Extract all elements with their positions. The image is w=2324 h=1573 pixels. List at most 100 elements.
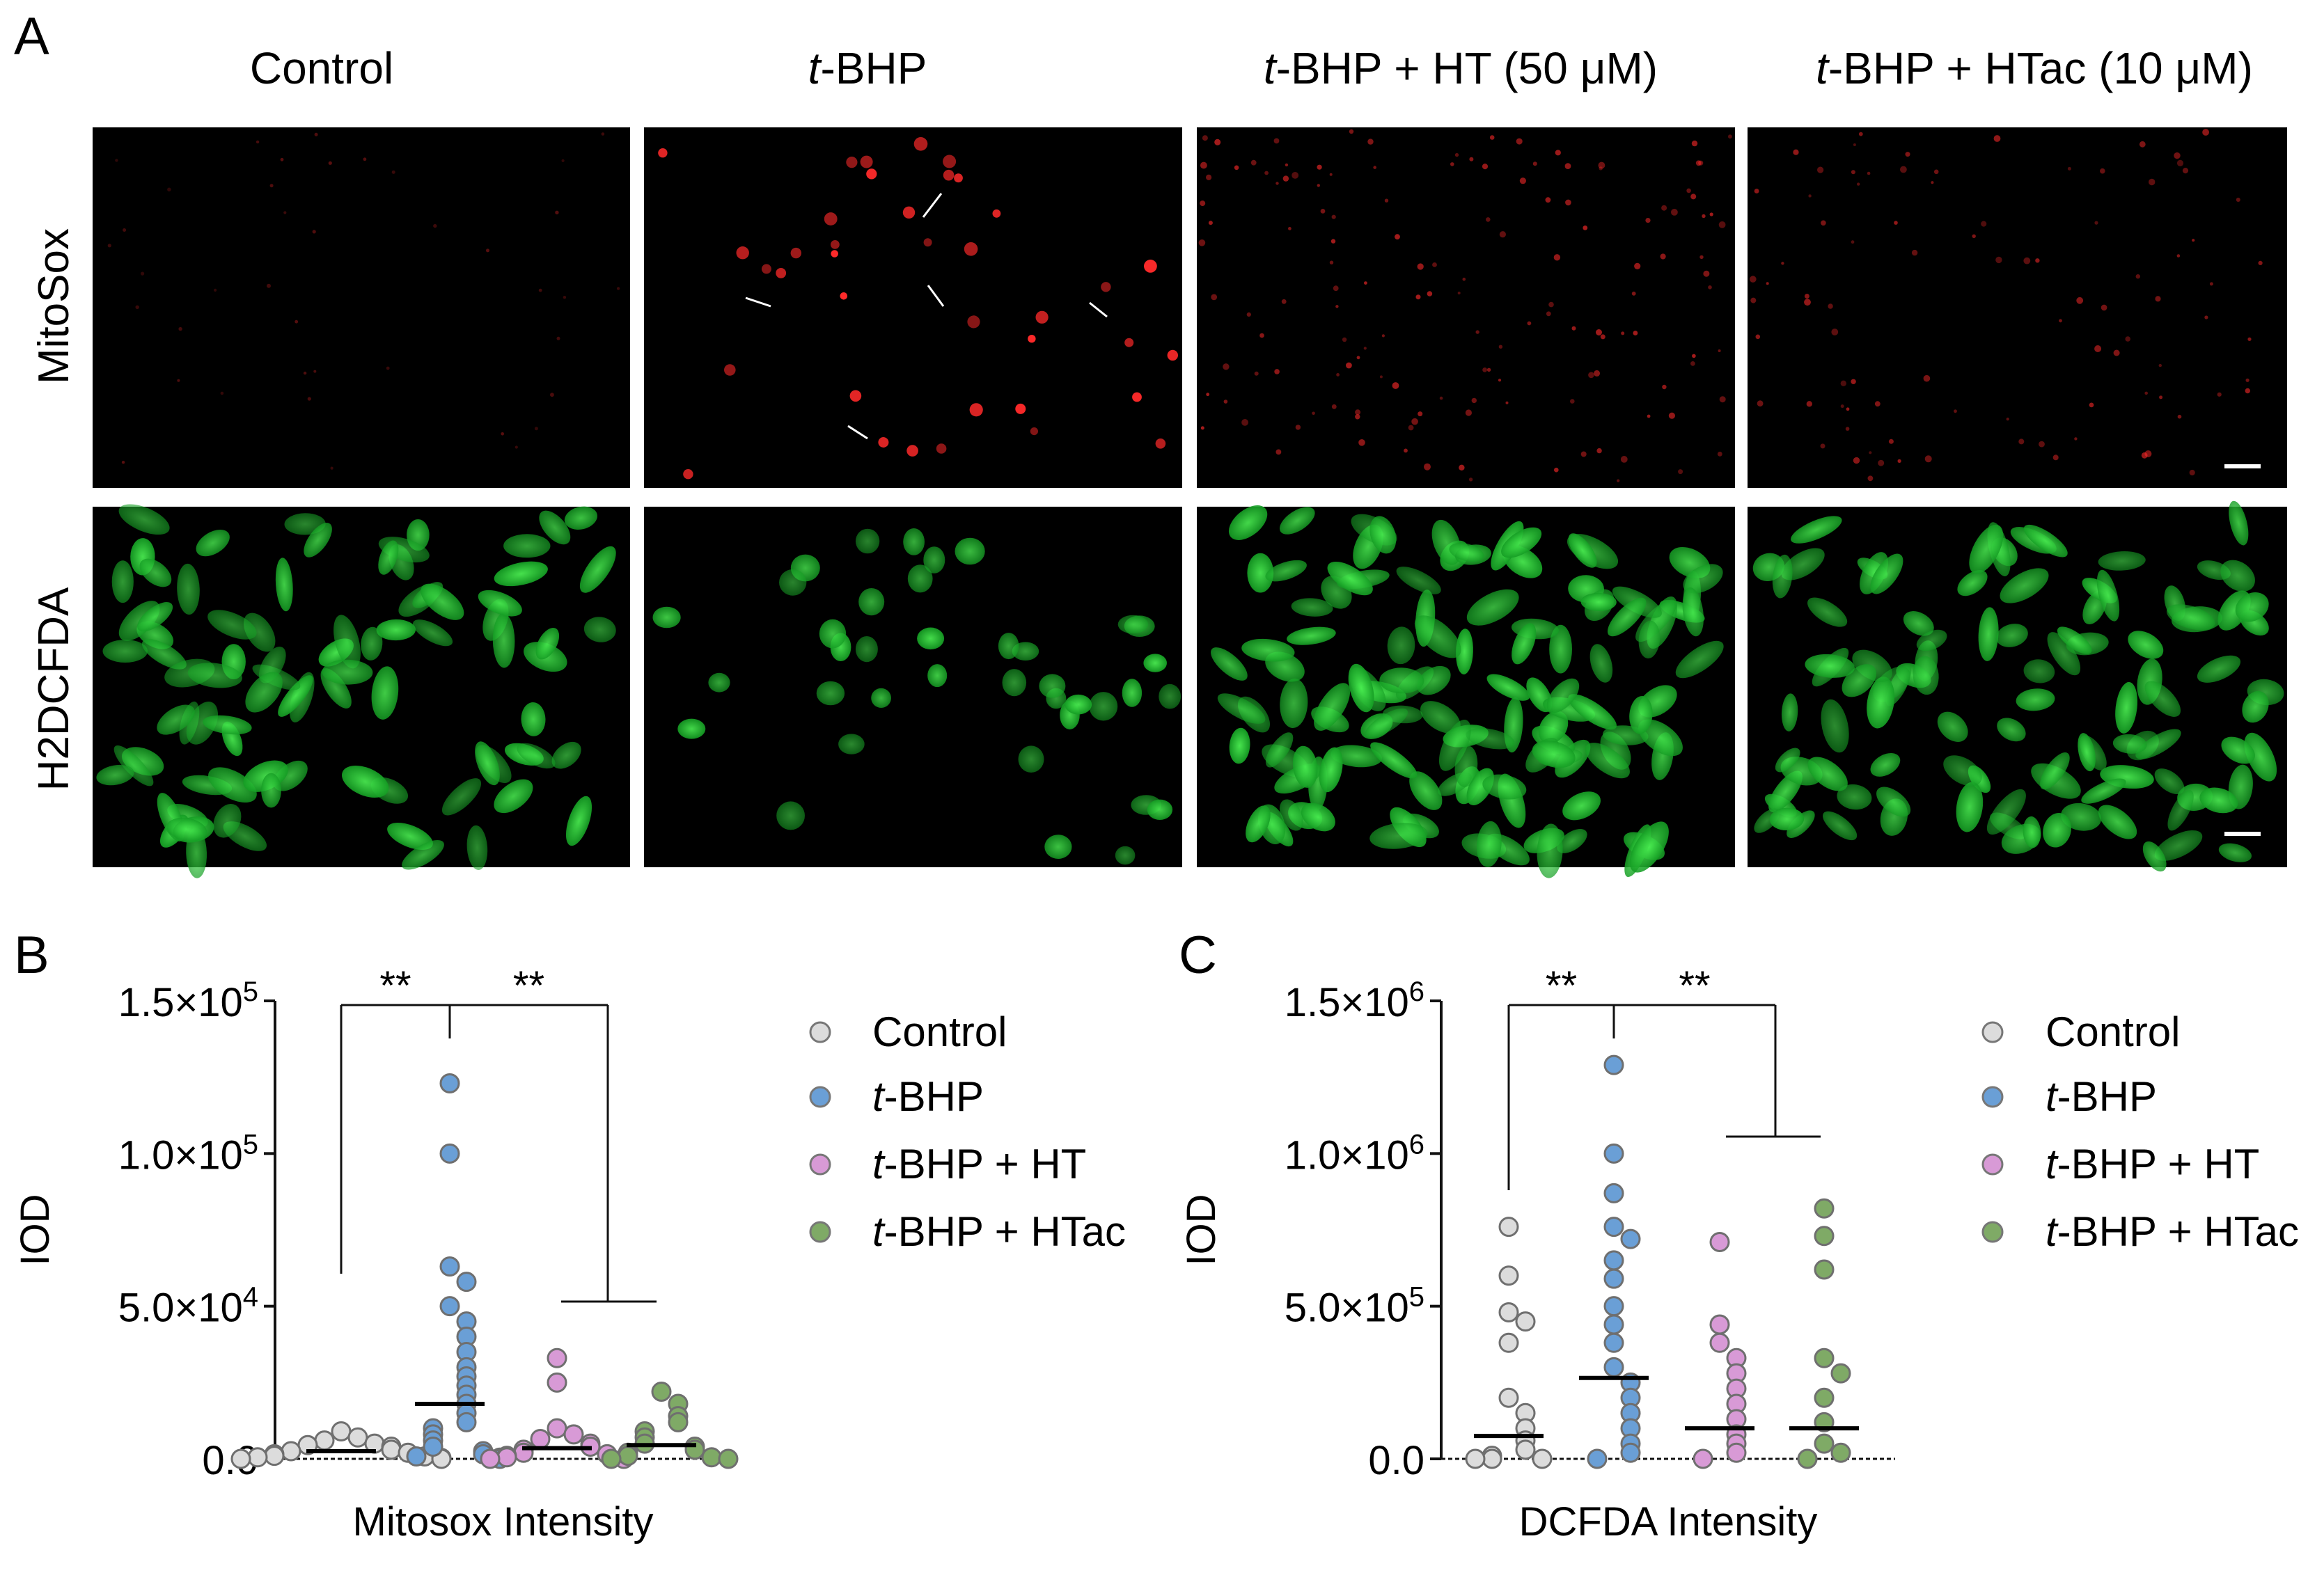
- row-label-mitosox: MitoSox: [30, 228, 78, 384]
- mitosox-spot: [2067, 166, 2071, 171]
- mitosox-spot: [1498, 345, 1503, 349]
- data-point: [1814, 1347, 1835, 1368]
- data-point: [1515, 1439, 1536, 1460]
- dcfda-cell: [2115, 681, 2138, 734]
- micrograph-dcfda-2: [644, 507, 1182, 867]
- mitosox-spot: [1995, 256, 2002, 264]
- dcfda-cell: [1018, 745, 1044, 773]
- mitosox-spot: [1719, 396, 1726, 403]
- dcfda-cell: [1348, 663, 1374, 713]
- mitosox-spot: [1418, 411, 1423, 417]
- dcfda-cell: [1241, 638, 1295, 662]
- dcfda-cell: [2096, 569, 2120, 622]
- dcfda-chart: 0.0 5.0×105 1.0×106 1.5×106 IOD DCFDA Intensi…: [1179, 963, 1895, 1544]
- dcfda-cell: [2128, 631, 2164, 659]
- mitosox-spot: [1373, 166, 1376, 169]
- mitosox-spot: [1288, 227, 1291, 230]
- dcfda-cell: [2078, 733, 2096, 772]
- dcfda-cell: [819, 619, 847, 649]
- mitosox-spot: [616, 287, 620, 290]
- arrow-indicator: [1089, 301, 1108, 318]
- dcfda-cell: [1546, 678, 1580, 713]
- mitosox-spot: [1471, 397, 1477, 404]
- legend-b: Control t-BHP t-BHP + HT t-BHP + HTac: [809, 1009, 1126, 1255]
- dcfda-cell: [1409, 771, 1443, 810]
- data-point: [1603, 1143, 1624, 1164]
- mitosox-spot: [1291, 172, 1299, 179]
- dcfda-cell: [1607, 597, 1647, 637]
- dcfda-cell: [1265, 732, 1294, 768]
- legend-marker-tbhp-ht: [1981, 1153, 2004, 1176]
- dcfda-cell: [1280, 678, 1308, 728]
- dcfda-cell: [361, 626, 383, 661]
- mitosox-spot: [1367, 139, 1374, 145]
- mitosox-spot: [2177, 414, 2182, 419]
- mitosox-spot: [1206, 174, 1212, 180]
- data-point: [423, 1436, 443, 1457]
- dcfda-cell: [2142, 841, 2167, 872]
- data-point: [1814, 1433, 1835, 1454]
- mitosox-spot: [1505, 401, 1509, 404]
- x-axis-label: DCFDA Intensity: [1519, 1499, 1818, 1544]
- mitosox-spot: [1905, 152, 1910, 157]
- mitosox-spot: [121, 461, 125, 464]
- dcfda-cell: [1769, 807, 1805, 831]
- dcfda-cell: [1837, 784, 1872, 810]
- mitosox-spot: [1851, 170, 1855, 175]
- legend-label-control: Control: [2046, 1009, 2180, 1055]
- micrograph-mitosox-2: [644, 127, 1182, 488]
- dcfda-cell: [1568, 533, 1597, 568]
- dcfda-cell: [838, 734, 865, 754]
- data-point: [701, 1447, 722, 1468]
- dcfda-cell: [1246, 805, 1271, 843]
- dcfda-cell: [1387, 626, 1415, 665]
- mitosox-spot: [1241, 419, 1248, 426]
- mitosox-spot: [1424, 463, 1431, 471]
- legend-c: Control t-BHP t-BHP + HT t-BHP + HTac: [1981, 1009, 2299, 1255]
- data-point: [456, 1412, 477, 1432]
- mitosox-spot: [386, 366, 390, 370]
- mitosox-spot: [1333, 285, 1339, 292]
- micrograph-background: [644, 127, 1182, 488]
- legend-label-tbhp: t-BHP: [872, 1073, 984, 1120]
- dcfda-cell: [1247, 553, 1274, 593]
- mitosox-spot: [1546, 311, 1551, 317]
- dcfda-cell: [1867, 677, 1895, 729]
- dcfda-cell: [2016, 688, 2055, 711]
- mitosox-spot: [1465, 409, 1472, 416]
- mitosox-spot: [2192, 239, 2195, 242]
- mitosox-spot: [1527, 321, 1532, 326]
- data-point: [601, 1448, 622, 1469]
- dcfda-cell: [2220, 560, 2255, 592]
- dcfda-cell: [1287, 626, 1336, 645]
- mitosox-spot: [1972, 234, 1976, 238]
- mitosox-spot: [1234, 165, 1239, 171]
- dcfda-cell: [1682, 587, 1704, 637]
- mitosox-spot: [1647, 414, 1651, 418]
- data-point: [547, 1347, 567, 1368]
- mitosox-spot: [1923, 374, 1931, 382]
- mitosox-spot: [1631, 291, 1636, 296]
- x-axis-label: Mitosox Intensity: [353, 1499, 654, 1544]
- dcfda-cell: [2218, 843, 2252, 862]
- mitosox-spot: [1820, 443, 1826, 449]
- data-point: [547, 1418, 567, 1439]
- mitosox-spot: [831, 240, 840, 249]
- mitosox-spot: [1254, 371, 1259, 376]
- mitosox-spot: [1911, 249, 1918, 256]
- dcfda-cell: [2135, 729, 2181, 759]
- dcfda-cell: [564, 506, 597, 530]
- mitosox-spot: [1634, 262, 1641, 269]
- mitosox-spot: [2155, 296, 2161, 302]
- scale-bar: [2224, 832, 2261, 836]
- mitosox-spot: [1671, 209, 1678, 216]
- micrograph-mitosox-3: [1197, 127, 1735, 488]
- mitosox-spot: [1703, 270, 1710, 277]
- mitosox-spot: [1336, 373, 1340, 377]
- mitosox-spot: [1717, 451, 1722, 457]
- mitosox-spot: [2202, 129, 2210, 136]
- data-point: [547, 1372, 567, 1393]
- dcfda-cell: [1870, 752, 1901, 777]
- dcfda-cell: [923, 546, 945, 574]
- dcfda-cell: [2167, 790, 2194, 831]
